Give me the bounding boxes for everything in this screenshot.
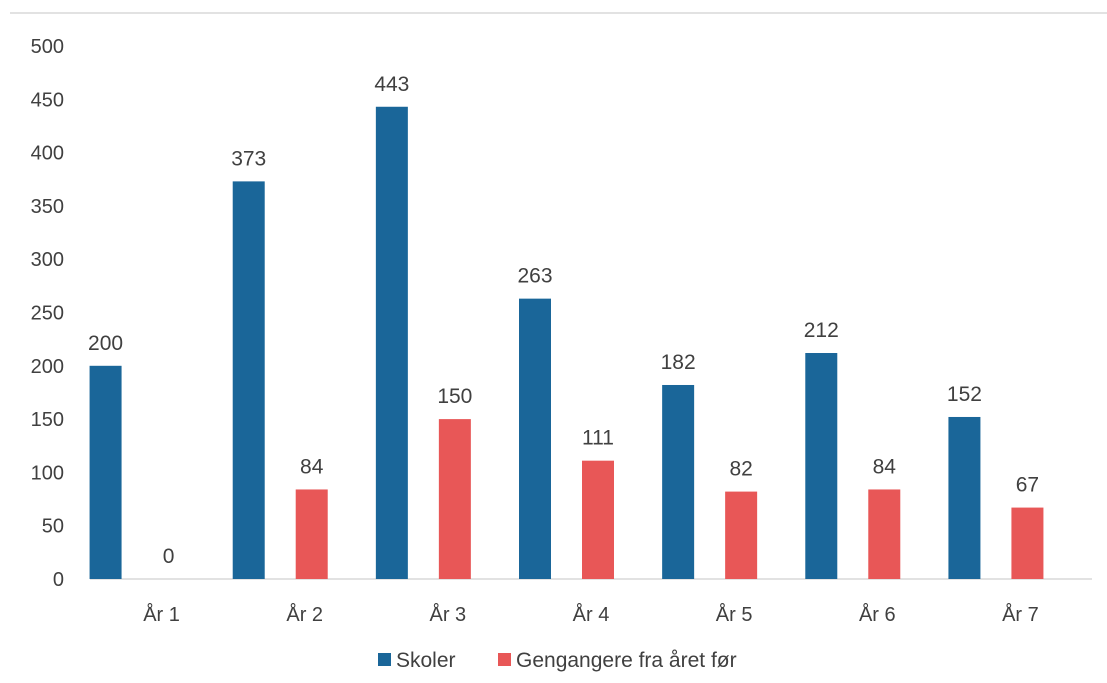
bar-skoler [519,299,551,579]
data-label: 84 [300,455,324,478]
data-label: 150 [437,385,472,408]
y-tick-label: 400 [31,143,64,165]
data-label: 152 [947,383,982,406]
bar-gengangere [296,489,328,579]
data-label: 111 [582,427,614,450]
legend: Skoler Gengangere fra året før [378,649,737,672]
y-tick-label: 100 [31,462,64,484]
x-tick-label: År 6 [859,603,896,626]
bar-skoler [805,353,837,579]
data-label: 212 [804,319,839,342]
bar-skoler [662,385,694,579]
data-label: 67 [1016,474,1039,497]
bar-skoler [376,107,408,579]
y-tick-label: 50 [42,516,64,538]
data-label: 443 [374,73,409,96]
bars [90,107,1044,579]
bar-skoler [948,417,980,579]
y-tick-label: 450 [31,89,64,111]
data-label: 82 [729,458,752,481]
data-label: 0 [163,545,175,568]
legend-label: Skoler [396,649,456,672]
y-tick-label: 150 [31,409,64,431]
x-tick-label: År 5 [716,603,753,626]
data-label: 182 [661,351,696,374]
legend-label: Gengangere fra året før [516,649,737,672]
data-label: 84 [873,455,897,478]
y-tick-label: 350 [31,196,64,218]
data-label: 200 [88,332,123,355]
bar-gengangere [868,489,900,579]
y-axis: 0 50 100 150 200 250 300 350 400 450 500 [31,36,64,591]
y-tick-label: 250 [31,303,64,325]
x-tick-label: År 2 [286,603,323,626]
x-tick-label: År 3 [430,603,467,626]
legend-swatch [498,653,511,666]
bar-gengangere [582,461,614,579]
y-tick-label: 0 [53,569,64,591]
x-tick-label: År 1 [143,603,180,626]
x-tick-label: År 4 [573,603,610,626]
legend-swatch [378,653,391,666]
y-tick-label: 300 [31,249,64,271]
bar-gengangere [725,492,757,579]
data-label: 373 [231,147,266,170]
y-tick-label: 500 [31,36,64,58]
bar-gengangere [439,419,471,579]
x-tick-label: År 7 [1002,603,1039,626]
bar-skoler [233,181,265,579]
x-axis: År 1 År 2 År 3 År 4 År 5 År 6 År 7 [90,579,1092,626]
y-tick-label: 200 [31,356,64,378]
data-label: 263 [517,265,552,288]
bar-skoler [90,366,122,579]
bar-gengangere [1011,508,1043,579]
